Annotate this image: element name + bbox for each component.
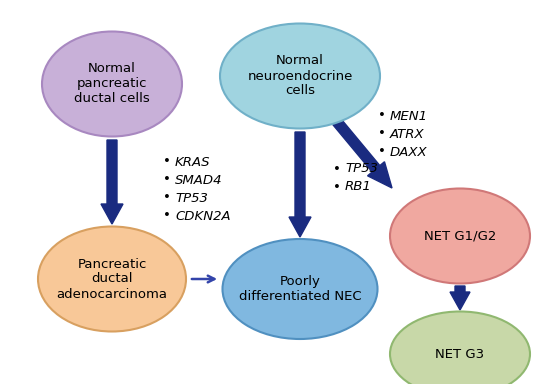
Text: Normal
neuroendocrine
cells: Normal neuroendocrine cells bbox=[248, 55, 353, 98]
Text: Poorly
differentiated NEC: Poorly differentiated NEC bbox=[239, 275, 361, 303]
Text: •: • bbox=[378, 127, 386, 141]
Ellipse shape bbox=[42, 31, 182, 136]
Text: •: • bbox=[378, 146, 386, 159]
FancyArrow shape bbox=[101, 140, 123, 224]
Ellipse shape bbox=[223, 239, 377, 339]
Ellipse shape bbox=[390, 189, 530, 283]
FancyArrow shape bbox=[450, 286, 470, 310]
Text: •: • bbox=[163, 192, 171, 205]
Text: •: • bbox=[378, 109, 386, 122]
Text: NET G1/G2: NET G1/G2 bbox=[424, 230, 496, 243]
Text: NET G3: NET G3 bbox=[436, 348, 485, 361]
FancyArrow shape bbox=[289, 132, 311, 237]
Ellipse shape bbox=[390, 311, 530, 384]
Text: •: • bbox=[163, 174, 171, 187]
Ellipse shape bbox=[38, 227, 186, 331]
Text: •: • bbox=[333, 162, 341, 175]
Text: SMAD4: SMAD4 bbox=[175, 174, 223, 187]
Text: TP53: TP53 bbox=[175, 192, 208, 205]
Text: TP53: TP53 bbox=[345, 162, 378, 175]
Text: RB1: RB1 bbox=[345, 180, 372, 194]
Ellipse shape bbox=[220, 23, 380, 129]
Text: ATRX: ATRX bbox=[390, 127, 425, 141]
Text: Normal
pancreatic
ductal cells: Normal pancreatic ductal cells bbox=[74, 63, 150, 106]
Text: KRAS: KRAS bbox=[175, 156, 211, 169]
Text: •: • bbox=[163, 156, 171, 169]
Text: MEN1: MEN1 bbox=[390, 109, 428, 122]
Text: DAXX: DAXX bbox=[390, 146, 428, 159]
FancyArrow shape bbox=[314, 96, 392, 188]
Text: Pancreatic
ductal
adenocarcinoma: Pancreatic ductal adenocarcinoma bbox=[57, 258, 168, 301]
Text: CDKN2A: CDKN2A bbox=[175, 210, 230, 222]
Text: •: • bbox=[163, 210, 171, 222]
Text: •: • bbox=[333, 180, 341, 194]
